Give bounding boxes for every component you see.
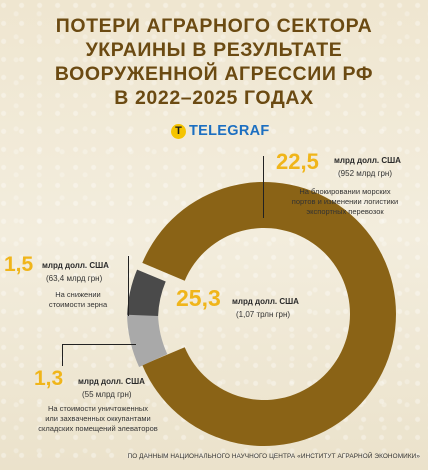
telegraf-logo: T TELEGRAF	[171, 123, 270, 139]
total-unit: млрд долл. США	[232, 297, 299, 306]
slice-desc: На блокировании морских портов и изменен…	[268, 187, 422, 217]
desc-line: стоимости зерна	[48, 300, 108, 309]
slice-label-value: 22,5	[276, 149, 319, 174]
desc-line: складских помещений элеваторов	[38, 424, 158, 433]
leader-line	[263, 156, 264, 218]
slice-label-unit: млрд долл. США	[334, 156, 401, 165]
desc-line: На стоимости уничтоженных	[48, 404, 148, 413]
page-title: ПОТЕРИ АГРАРНОГО СЕКТОРА УКРАИНЫ В РЕЗУЛ…	[0, 14, 428, 110]
leader-line	[62, 344, 63, 366]
pie-slice-grain	[127, 313, 168, 368]
pie-slice-elevators	[127, 269, 166, 317]
slice-label-value: 1,5	[4, 253, 34, 276]
slice-desc: На стоимости уничтоженных или захваченны…	[20, 404, 176, 434]
desc-line: портов и изменении логистики	[291, 197, 399, 206]
slice-desc: На снижении стоимости зерна	[28, 290, 128, 310]
source-note: ПО ДАННЫМ НАЦИОНАЛЬНОГО НАУЧНОГО ЦЕНТРА …	[127, 453, 420, 460]
desc-line: или захваченных оккупантами	[45, 414, 151, 423]
title-line: УКРАИНЫ В РЕЗУЛЬТАТЕ	[85, 39, 343, 61]
leader-line	[62, 344, 136, 345]
total-value: 25,3	[176, 285, 221, 311]
leader-line	[128, 256, 129, 316]
pie-slice-ports	[142, 182, 396, 447]
desc-line: На снижении	[55, 290, 101, 299]
telegraf-logo-icon: T	[171, 123, 186, 139]
desc-line: На блокировании морских	[299, 187, 391, 196]
slice-label-sub: (63,4 млрд грн)	[46, 274, 103, 283]
total-sub: (1,07 трлн грн)	[236, 310, 291, 319]
logo-text: TELEGRAF	[189, 123, 270, 139]
title-line: В 2022–2025 ГОДАХ	[114, 87, 314, 109]
slice-label-unit: млрд долл. США	[78, 377, 145, 386]
title-line: ВООРУЖЕННОЙ АГРЕССИИ РФ	[54, 63, 374, 85]
slice-label-unit: млрд долл. США	[42, 261, 109, 270]
desc-line: экспортных перевозок	[306, 207, 384, 216]
slice-label-sub: (952 млрд грн)	[338, 169, 393, 178]
slice-label-value: 1,3	[34, 367, 64, 390]
slice-label-sub: (55 млрд грн)	[82, 390, 132, 399]
logo-letter: T	[175, 124, 182, 137]
title-line: ПОТЕРИ АГРАРНОГО СЕКТОРА	[55, 15, 373, 37]
